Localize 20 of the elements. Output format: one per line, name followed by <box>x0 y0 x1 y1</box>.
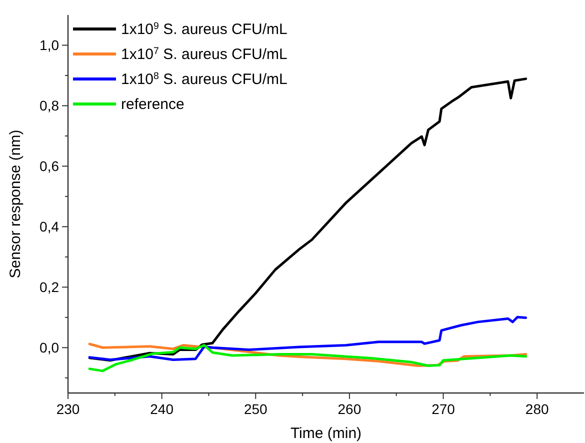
x-tick-label: 280 <box>525 401 549 417</box>
legend-label: 1x10$^{9}$ S. aureus CFU/mL <box>121 20 288 38</box>
x-tick-label: 250 <box>244 401 268 417</box>
legend-label: 1x10$^{7}$ S. aureus CFU/mL <box>121 46 288 63</box>
x-tick-label: 270 <box>432 401 456 417</box>
y-tick-label: 1,0 <box>40 37 60 54</box>
x-tick-label: 260 <box>338 401 362 417</box>
line-series <box>88 344 528 372</box>
y-axis-title: Sensor response (nm) <box>7 130 24 278</box>
y-tick-label: 0,4 <box>40 218 60 235</box>
y-tick-label: 0,6 <box>40 158 60 174</box>
x-axis-title: Time (min) <box>290 425 362 442</box>
line-series <box>88 316 528 361</box>
x-tick-label: 230 <box>56 401 80 417</box>
legend-label: 1x10$^{8}$ S. aureus CFU/mL <box>121 70 288 88</box>
y-tick-label: 0,2 <box>40 279 60 296</box>
y-tick-label: 0,8 <box>40 98 60 114</box>
y-tick-label: 0,0 <box>40 340 60 356</box>
legend-label: reference <box>121 96 184 113</box>
x-tick-label: 240 <box>150 401 174 417</box>
